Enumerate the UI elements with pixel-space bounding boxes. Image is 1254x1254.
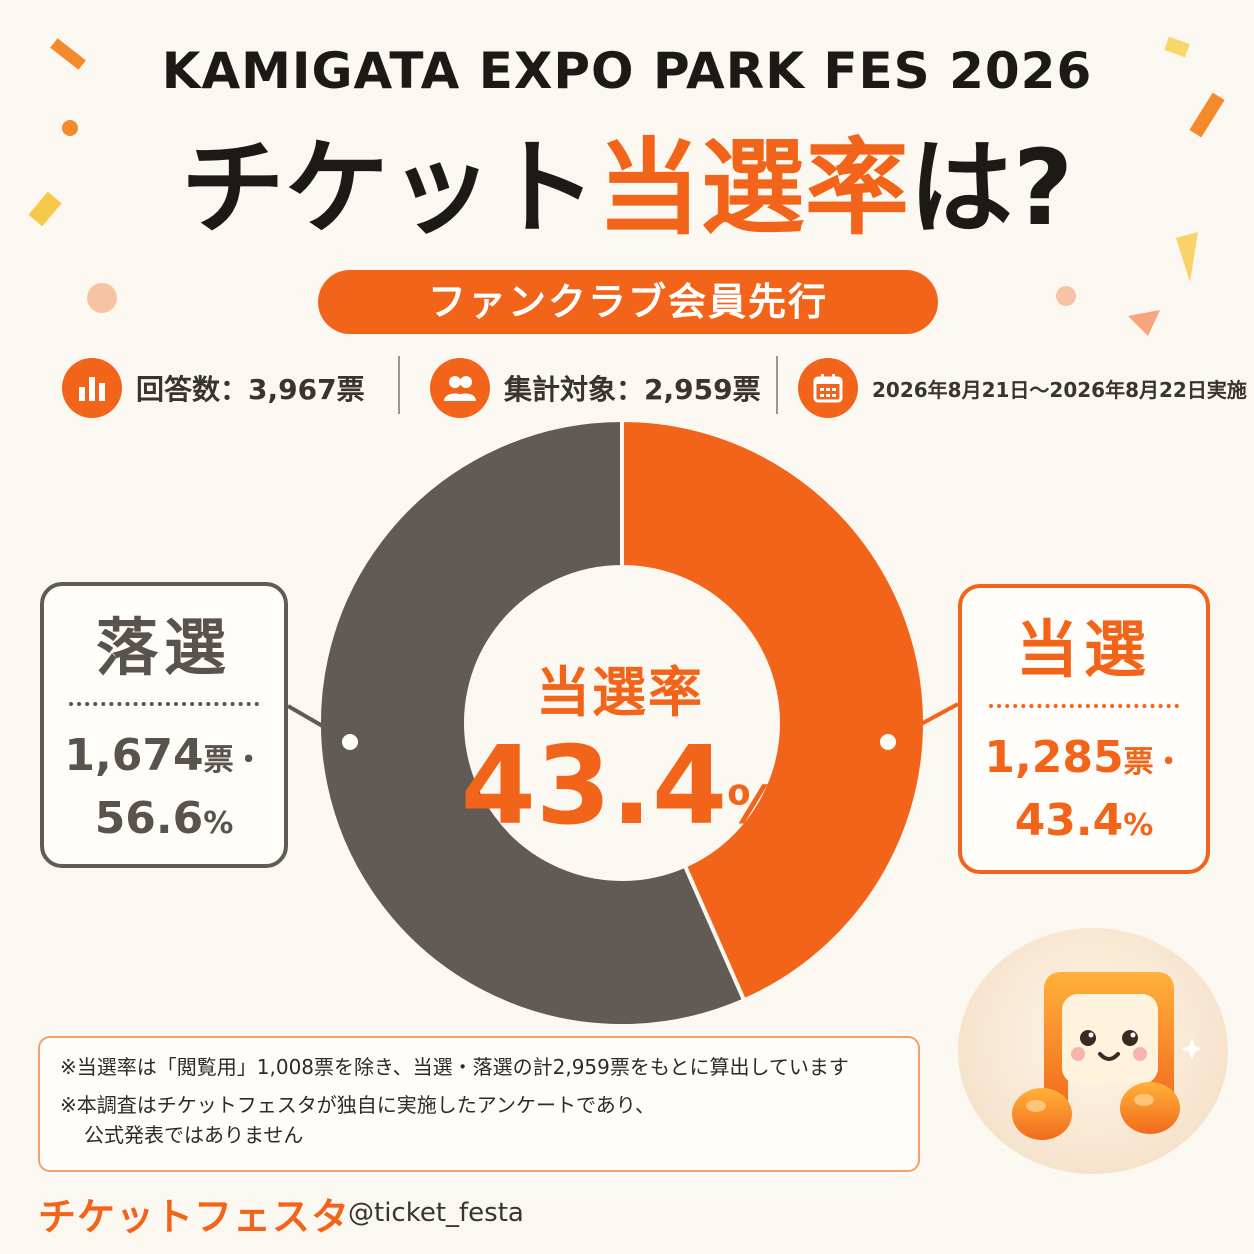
lose-count-unit: 票・ <box>203 743 264 778</box>
stat-period: 2026年8月21日～2026年8月22日実施 <box>798 358 1247 418</box>
win-card: 当選 1,285票・ 43.4% <box>958 584 1210 874</box>
lose-count: 1,674票・ <box>44 728 284 789</box>
fanclub-badge: ファンクラブ会員先行 <box>318 270 938 334</box>
dotted-divider <box>989 704 1179 708</box>
note-line-b: 公式発表ではありません <box>84 1123 304 1147</box>
headline-accent: 当選率 <box>596 127 909 249</box>
center-value-number: 43.4 <box>460 724 728 849</box>
connector-lose <box>286 704 352 744</box>
calendar-icon <box>798 358 858 418</box>
brand-logo: チケットフェスタ <box>38 1195 351 1239</box>
event-title: KAMIGATA EXPO PARK FES 2026 <box>161 42 1093 100</box>
connector-dot-win <box>876 730 900 754</box>
target-text: 集計対象：2,959票 <box>504 373 761 406</box>
win-percent-unit: % <box>1123 808 1154 843</box>
lose-percent-unit: % <box>203 806 234 841</box>
win-count-unit: 票・ <box>1123 745 1184 780</box>
people-icon <box>430 358 490 418</box>
notes-box: ※当選率は「閲覧用」1,008票を除き、当選・落選の計2,959票をもとに算出し… <box>38 1036 920 1172</box>
note-line-a: ※本調査はチケットフェスタが独自に実施したアンケートであり、 <box>60 1093 655 1117</box>
lose-card: 落選 1,674票・ 56.6% <box>40 582 288 868</box>
lose-title: 落選 <box>95 611 232 684</box>
period-text: 2026年8月21日～2026年8月22日実施 <box>872 377 1247 402</box>
center-label: 当選率 <box>536 661 704 724</box>
social-handle[interactable]: @ticket_festa <box>348 1198 524 1228</box>
win-percent-value: 43.4 <box>1014 795 1124 846</box>
headline: チケット当選率は? <box>0 128 1254 248</box>
headline-prefix: チケット <box>180 127 597 249</box>
win-title: 当選 <box>1015 613 1152 686</box>
responses-text: 回答数：3,967票 <box>136 373 365 406</box>
bar-chart-icon <box>62 358 122 418</box>
lose-percent-value: 56.6 <box>94 793 204 844</box>
center-value: 43.4% <box>440 722 800 852</box>
stat-divider <box>776 356 778 414</box>
music-note-mascot-icon <box>1012 972 1200 1140</box>
win-count-value: 1,285 <box>984 732 1124 783</box>
win-count: 1,285票・ <box>962 730 1206 791</box>
lose-count-value: 1,674 <box>64 730 204 781</box>
stat-responses: 回答数：3,967票 <box>62 358 365 418</box>
stat-target: 集計対象：2,959票 <box>430 358 761 418</box>
note-line: ※本調査はチケットフェスタが独自に実施したアンケートであり、 公式発表ではありま… <box>60 1090 898 1150</box>
center-value-unit: % <box>727 776 780 836</box>
dotted-divider <box>69 702 259 706</box>
connector-win <box>887 702 959 744</box>
stat-divider <box>398 356 400 414</box>
win-percent: 43.4% <box>962 791 1206 856</box>
note-line: ※当選率は「閲覧用」1,008票を除き、当選・落選の計2,959票をもとに算出し… <box>60 1055 849 1079</box>
connector-dot-lose <box>338 730 362 754</box>
headline-suffix: は? <box>908 127 1074 249</box>
lose-percent: 56.6% <box>44 789 284 854</box>
